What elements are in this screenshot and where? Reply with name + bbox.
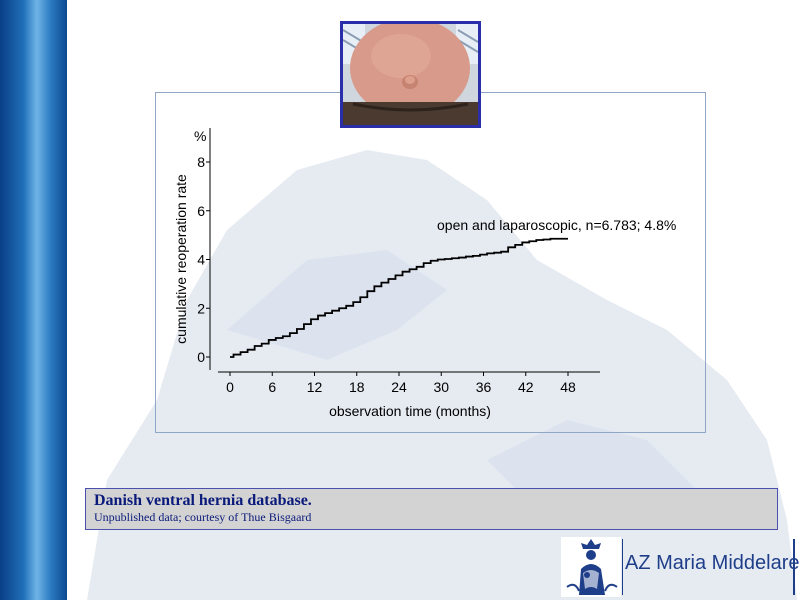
x-tick-label: 0 bbox=[226, 379, 234, 395]
left-decorative-bar bbox=[0, 0, 67, 600]
logo-divider bbox=[622, 539, 623, 595]
hospital-logo: AZ Maria Middelares bbox=[561, 537, 800, 597]
x-tick-label: 42 bbox=[518, 379, 534, 395]
x-tick-label: 24 bbox=[391, 379, 407, 395]
y-axis-unit: % bbox=[194, 128, 206, 144]
y-tick-label: 6 bbox=[197, 203, 205, 219]
series-line-open-and-laparoscopic bbox=[230, 237, 568, 358]
x-tick-label: 18 bbox=[349, 379, 365, 395]
x-tick-label: 30 bbox=[433, 379, 449, 395]
abdomen-hernia-photo bbox=[340, 21, 481, 128]
caption-title: Danish ventral hernia database. bbox=[94, 492, 312, 509]
y-tick-label: 0 bbox=[197, 349, 205, 365]
x-tick-label: 6 bbox=[268, 379, 276, 395]
y-axis-label: cumulative reoperation rate bbox=[173, 174, 189, 344]
x-tick-label: 48 bbox=[560, 379, 576, 395]
x-axis-label: observation time (months) bbox=[329, 403, 491, 419]
logo-text: AZ Maria Middelares bbox=[625, 552, 800, 574]
x-tick-label: 36 bbox=[476, 379, 492, 395]
caption-subtitle: Unpublished data; courtesy of Thue Bisga… bbox=[94, 510, 312, 524]
y-tick-label: 4 bbox=[197, 252, 205, 268]
caption-box: Danish ventral hernia database. Unpublis… bbox=[85, 488, 778, 530]
y-tick-label: 8 bbox=[197, 154, 205, 170]
y-tick-label: 2 bbox=[197, 300, 205, 316]
x-tick-label: 12 bbox=[307, 379, 323, 395]
logo-right-border bbox=[793, 539, 795, 595]
series-annotation: open and laparoscopic, n=6.783; 4.8% bbox=[437, 217, 676, 233]
chart-axes bbox=[209, 128, 600, 373]
madonna-logo-icon bbox=[561, 537, 621, 597]
